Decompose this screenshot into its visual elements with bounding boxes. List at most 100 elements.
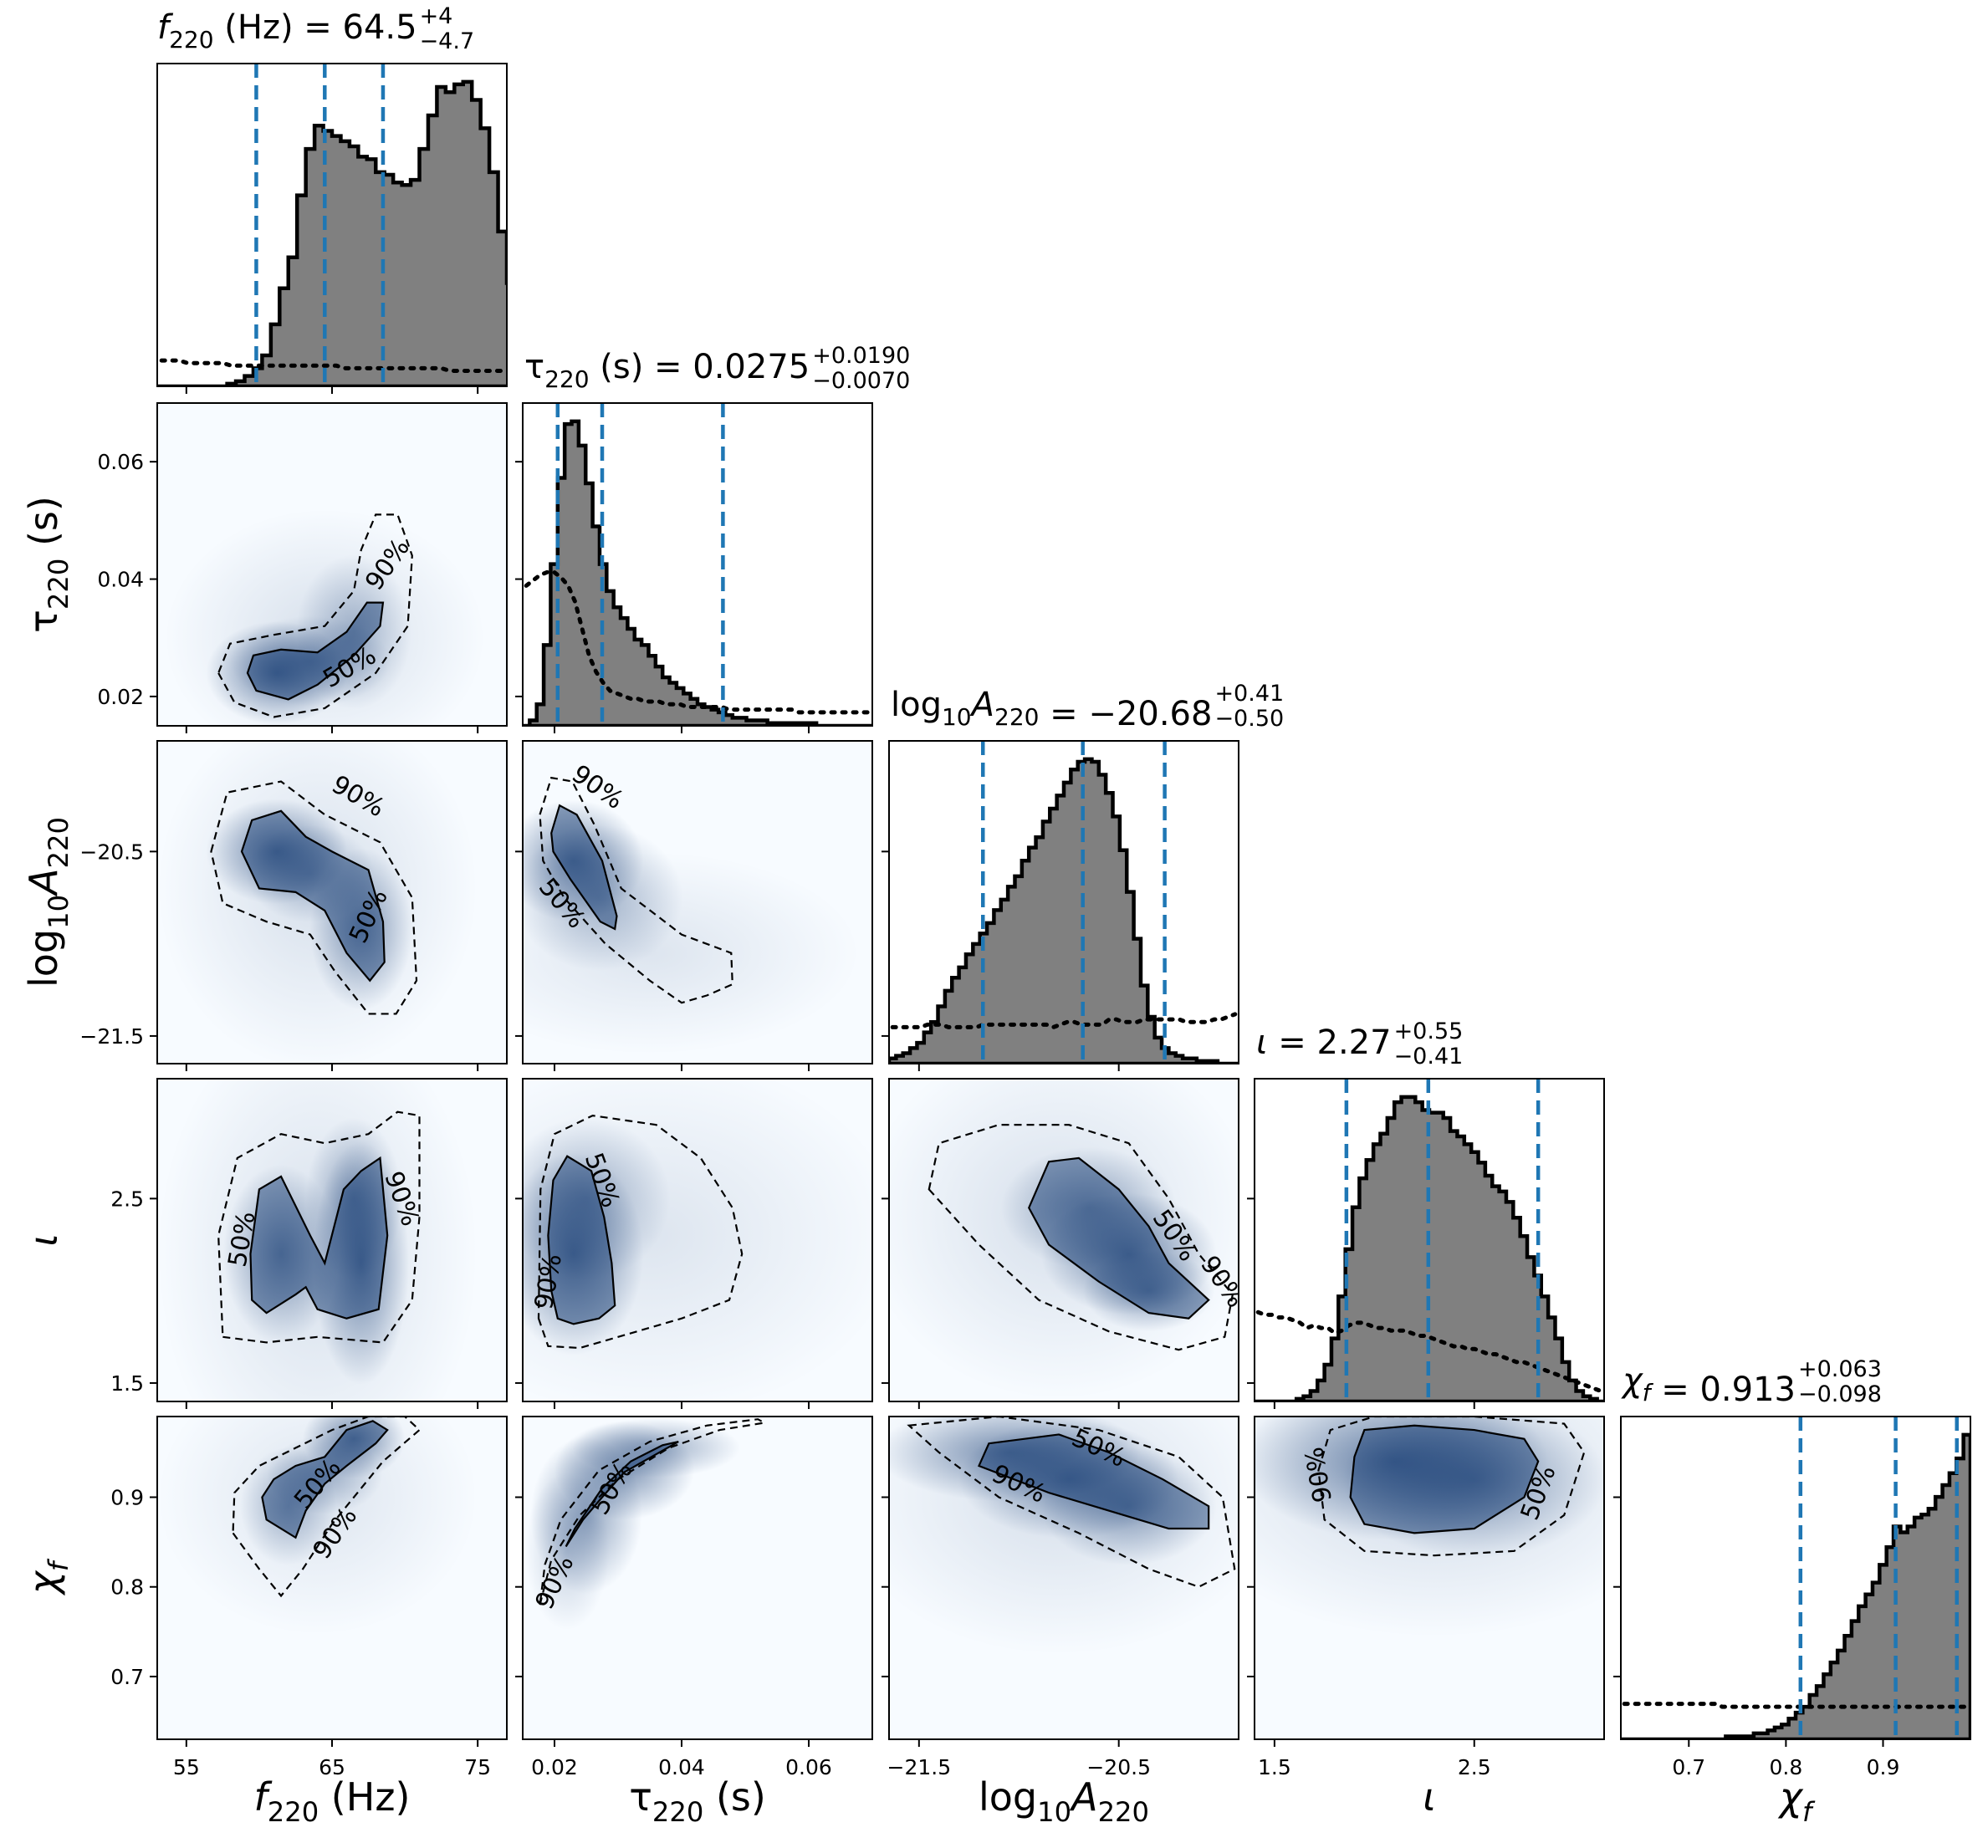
hist-panel-logA	[889, 741, 1239, 1064]
density-blob	[525, 1472, 610, 1631]
contour-90	[539, 1418, 768, 1606]
title-minus-iota: −0.41	[1394, 1044, 1464, 1069]
histogram-f	[157, 79, 507, 386]
density-panel-f-tau: 50%90%	[157, 403, 507, 726]
density-blob	[523, 851, 860, 1054]
title-plus-chi: +0.063	[1798, 1356, 1882, 1382]
panel-frame	[1254, 1416, 1605, 1740]
density-blob	[889, 1079, 1239, 1400]
density-blob	[523, 1079, 872, 1401]
density-blob	[157, 741, 478, 1064]
x-tick-label: 0.7	[1672, 1755, 1705, 1779]
density-panel-logA-chi: 50%90%	[889, 1417, 1239, 1739]
y-tick-label: 1.5	[110, 1371, 144, 1396]
y-tick-label: 0.9	[110, 1486, 144, 1510]
title-minus-f: −4.7	[420, 28, 475, 54]
core-density	[242, 810, 385, 981]
contour-50	[1349, 1424, 1540, 1534]
prior-chi	[1622, 1702, 1970, 1709]
density-panel-f-chi: 50%90%	[157, 1417, 507, 1739]
panel-frame	[522, 1416, 873, 1740]
x-tick-label: 55	[173, 1755, 200, 1779]
xlabel-f: f220 (Hz)	[254, 1774, 411, 1828]
hist-panel-iota	[1255, 1079, 1604, 1401]
contour-90	[907, 1417, 1236, 1588]
x-tick-label: −20.5	[1086, 1755, 1151, 1779]
title-tau: τ220 (s) = 0.0275	[524, 348, 810, 393]
title-plus-logA: +0.41	[1214, 681, 1284, 707]
core-density	[1350, 1425, 1539, 1534]
prior-iota	[1255, 1309, 1603, 1393]
contour-50	[240, 809, 386, 983]
title-plus-f: +4	[420, 3, 453, 29]
histogram-iota	[1255, 1095, 1604, 1401]
title-minus-logA: −0.50	[1214, 706, 1284, 732]
ylabel-chi: χf	[21, 1558, 74, 1596]
panel-frame	[522, 740, 873, 1064]
title-logA: log10A220 = −20.68	[891, 686, 1212, 733]
x-tick-label: −21.5	[887, 1755, 952, 1779]
contour-50	[565, 1440, 679, 1548]
histogram-logA	[889, 757, 1239, 1064]
panel-frame	[888, 740, 1239, 1064]
ylabel-logA: log10A220	[21, 817, 74, 988]
histogram-tau	[523, 419, 872, 726]
x-tick-label: 0.06	[785, 1755, 832, 1779]
density-panel-tau-iota: 50%90%	[523, 1079, 872, 1401]
y-tick-label: 0.02	[97, 685, 144, 709]
density-panel-f-iota: 50%90%	[157, 1079, 507, 1401]
density-blob	[889, 1417, 1239, 1656]
density-blob	[1255, 1417, 1604, 1637]
ylabel-tau: τ220 (s)	[21, 496, 74, 633]
core-density	[250, 1157, 388, 1319]
density-panel-logA-iota: 50%90%	[889, 1079, 1239, 1401]
x-tick-label: 2.5	[1458, 1755, 1491, 1779]
contour-90	[217, 1110, 421, 1344]
title-plus-tau: +0.0190	[812, 343, 910, 369]
hist-panel-tau	[523, 403, 872, 726]
contour-90	[217, 513, 413, 718]
y-tick-label: −21.5	[79, 1024, 144, 1049]
histogram-chi	[1621, 1432, 1970, 1739]
panel-frame	[1254, 1078, 1605, 1402]
x-tick-label: 0.8	[1770, 1755, 1803, 1779]
title-plus-iota: +0.55	[1394, 1018, 1464, 1044]
title-minus-chi: −0.098	[1798, 1381, 1882, 1407]
contour-50	[1027, 1156, 1210, 1320]
title-iota: ι = 2.27	[1256, 1024, 1392, 1062]
y-tick-label: −20.5	[79, 840, 144, 864]
y-tick-label: 0.7	[110, 1665, 144, 1689]
core-density	[979, 1434, 1209, 1529]
y-tick-label: 2.5	[110, 1187, 144, 1211]
contour-90	[539, 776, 733, 1004]
hist-panel-f	[157, 64, 507, 386]
y-tick-label: 0.06	[97, 450, 144, 474]
density-panel-f-logA: 50%90%	[157, 741, 507, 1064]
contour-90	[232, 1417, 422, 1598]
contour-50	[261, 1420, 389, 1539]
contour-50	[978, 1433, 1210, 1530]
core-density	[551, 805, 617, 929]
core-density	[1029, 1157, 1209, 1319]
panels: 50%90%50%90%50%90%50%90% 50%90%50%90%50%9…	[150, 63, 1971, 1747]
panel-frame	[888, 1416, 1239, 1740]
xlabel-tau: τ220 (s)	[629, 1774, 766, 1828]
ylabel-iota: ι	[21, 1233, 66, 1247]
prior-logA	[890, 1012, 1238, 1030]
xlabel-chi: χf	[1777, 1774, 1816, 1828]
density-panel-tau-logA: 50%90%	[523, 741, 872, 1064]
panel-frame	[522, 1078, 873, 1402]
xlabel-iota: ι	[1423, 1774, 1436, 1820]
prior-tau	[524, 569, 871, 715]
title-minus-tau: −0.0070	[812, 368, 910, 394]
x-tick-label: 65	[319, 1755, 345, 1779]
y-tick-label: 0.04	[97, 568, 144, 592]
density-blob	[164, 508, 485, 726]
contour-90	[537, 1114, 744, 1350]
contour-50	[249, 1156, 389, 1320]
core-density	[262, 1421, 388, 1538]
x-tick-label: 1.5	[1258, 1755, 1291, 1779]
y-tick-label: 0.8	[110, 1575, 144, 1600]
